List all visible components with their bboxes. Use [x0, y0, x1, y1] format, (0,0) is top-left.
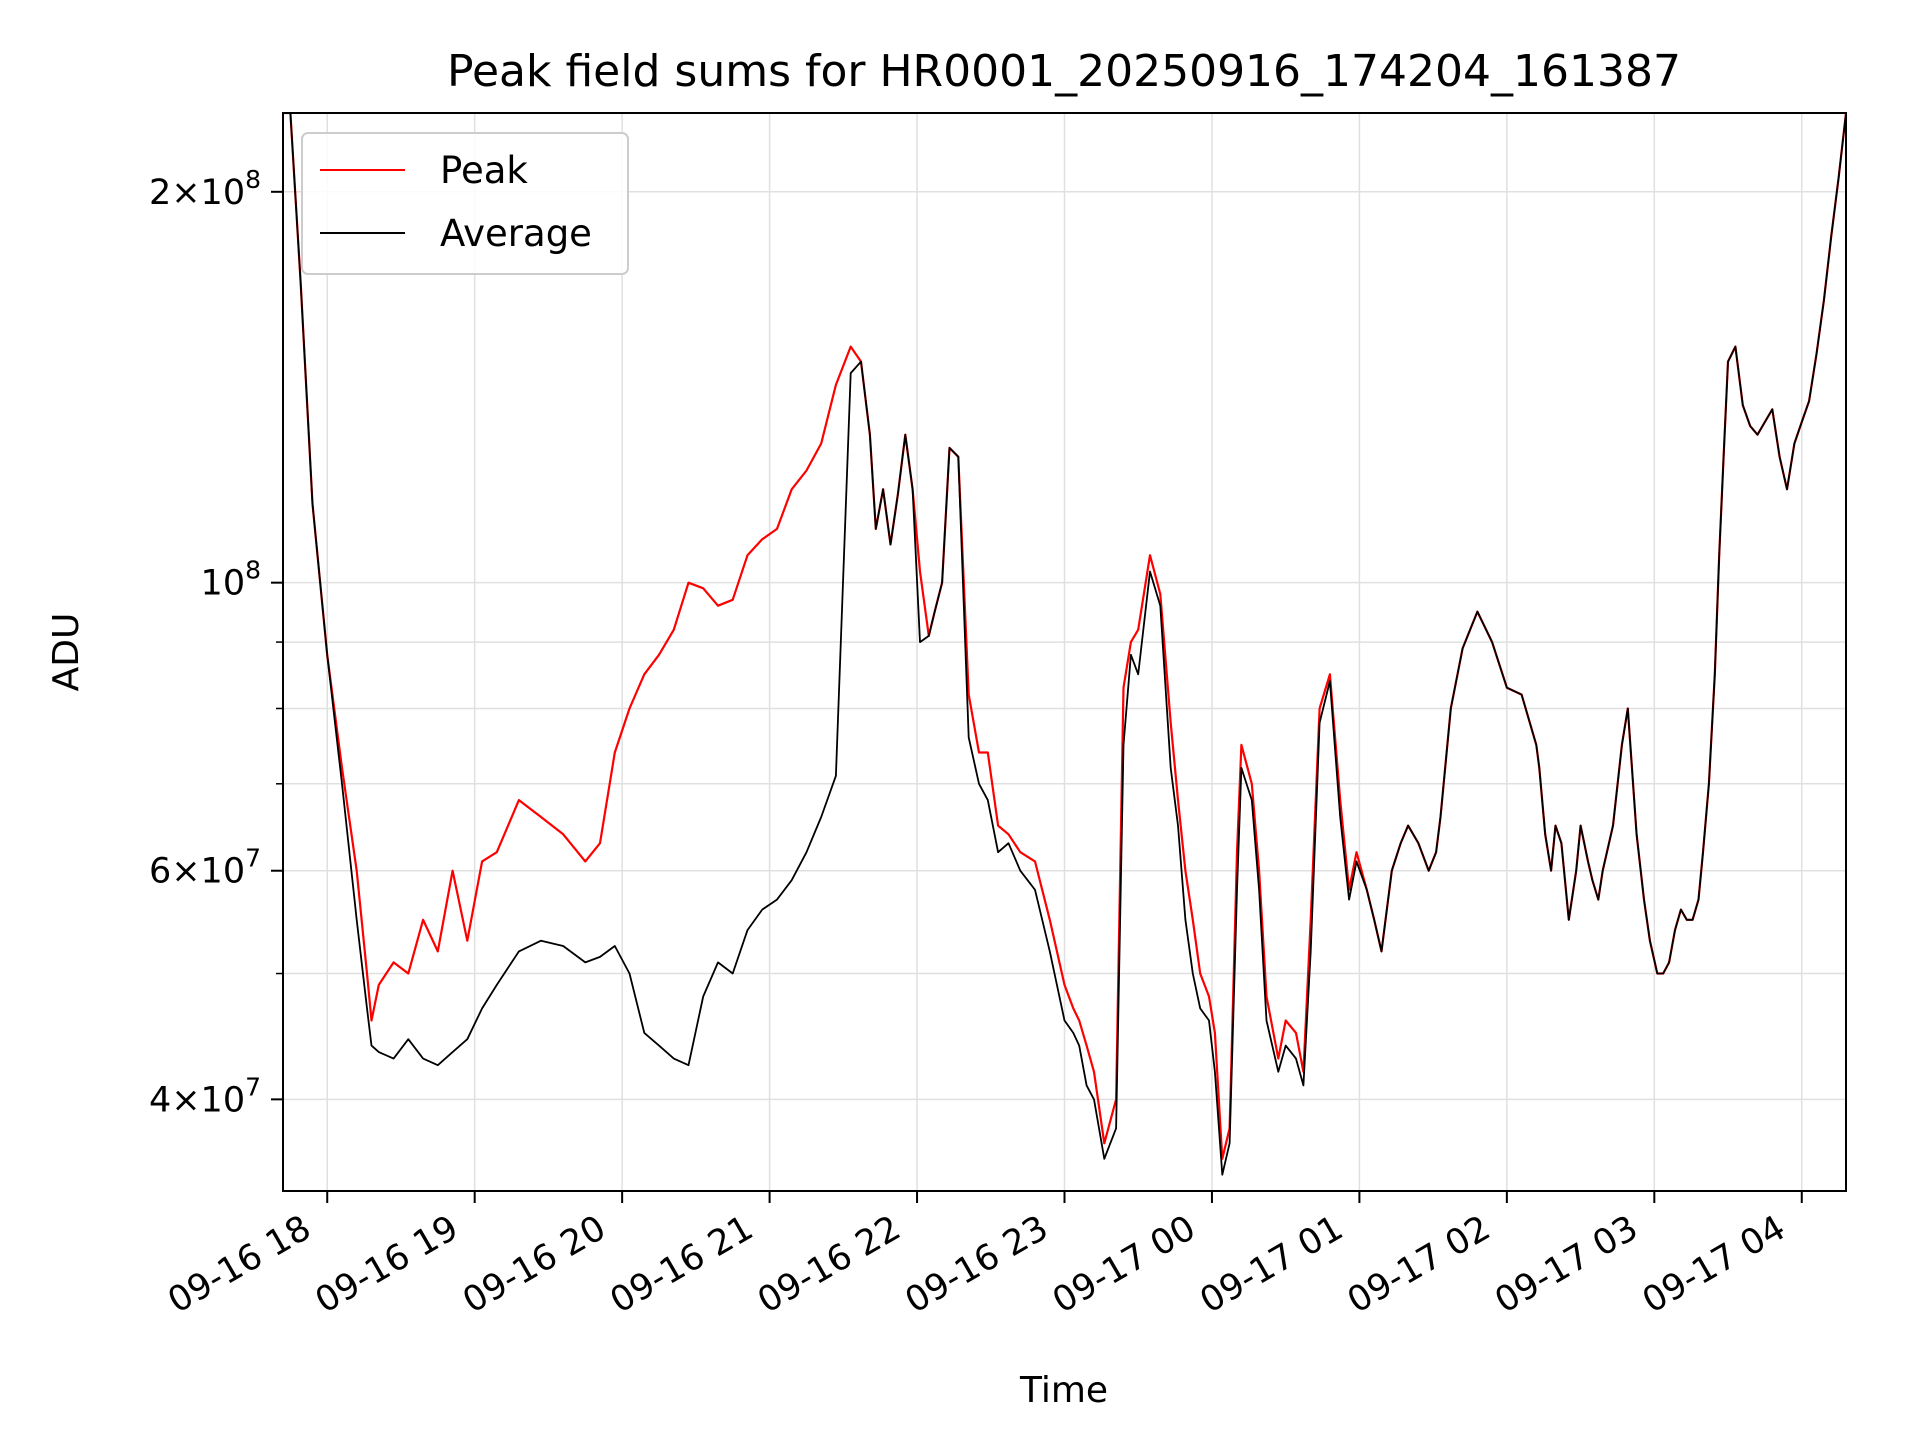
- y-axis-label: ADU: [46, 613, 87, 692]
- y-tick-label: 108: [201, 556, 261, 604]
- legend-box: [301, 132, 629, 275]
- y-tick-label: 4×107: [149, 1072, 261, 1120]
- y-tick-label: 6×107: [149, 844, 261, 892]
- series-line-average: [283, 113, 1846, 1176]
- grid: [283, 113, 1846, 1191]
- legend: Peak Average: [301, 132, 629, 275]
- series-layer: [283, 113, 1846, 1176]
- chart-title: Peak field sums for HR0001_20250916_1742…: [447, 46, 1681, 97]
- legend-average-label: Average: [440, 212, 592, 255]
- x-axis-label: Time: [1019, 1370, 1108, 1411]
- y-axis: 4×107 6×107 108 2×108: [149, 165, 283, 1120]
- y-tick-label: 2×108: [149, 165, 261, 213]
- legend-peak-label: Peak: [440, 149, 528, 192]
